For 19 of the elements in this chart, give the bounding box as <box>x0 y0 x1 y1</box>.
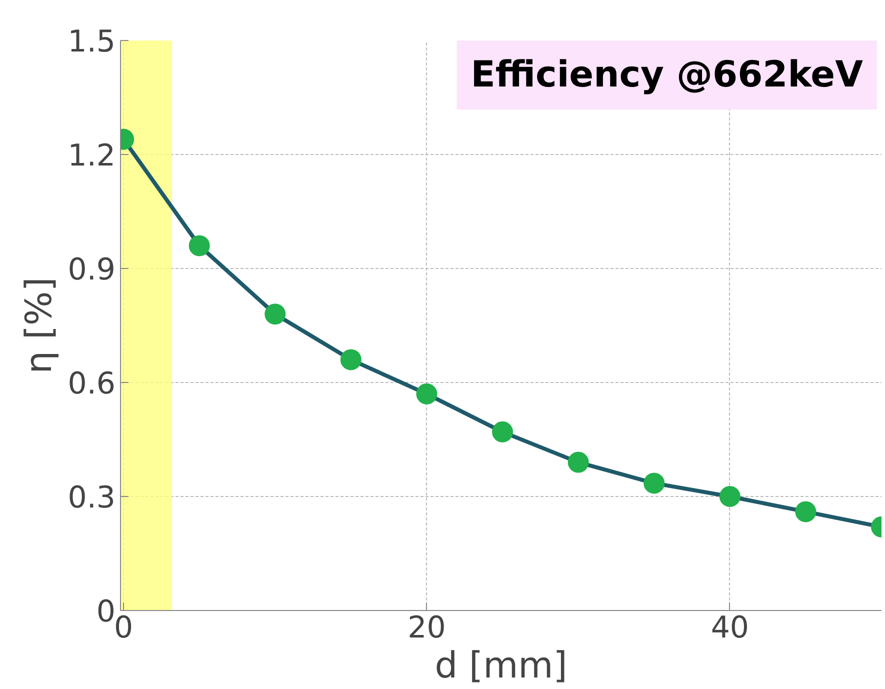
y-tick-label: 1.2 <box>68 138 116 174</box>
y-axis-title: η [%] <box>18 277 60 374</box>
point <box>188 235 210 256</box>
x-axis-title: d [mm] <box>434 646 568 686</box>
chart-title: Efficiency @662keV <box>470 54 864 96</box>
point <box>492 421 514 442</box>
x-tick-label: 40 <box>710 610 750 646</box>
point <box>795 501 816 522</box>
y-tick-label: 0.6 <box>68 366 116 402</box>
point <box>340 349 362 370</box>
point <box>644 472 665 494</box>
point <box>416 383 438 404</box>
point <box>264 304 286 325</box>
y-tick-label: 1.5 <box>68 24 116 60</box>
x-tick-label: 20 <box>408 610 446 646</box>
y-tick-label: 0.3 <box>68 480 116 516</box>
y-tick-label: 0.9 <box>68 252 116 288</box>
point <box>719 486 740 507</box>
point <box>568 452 589 473</box>
